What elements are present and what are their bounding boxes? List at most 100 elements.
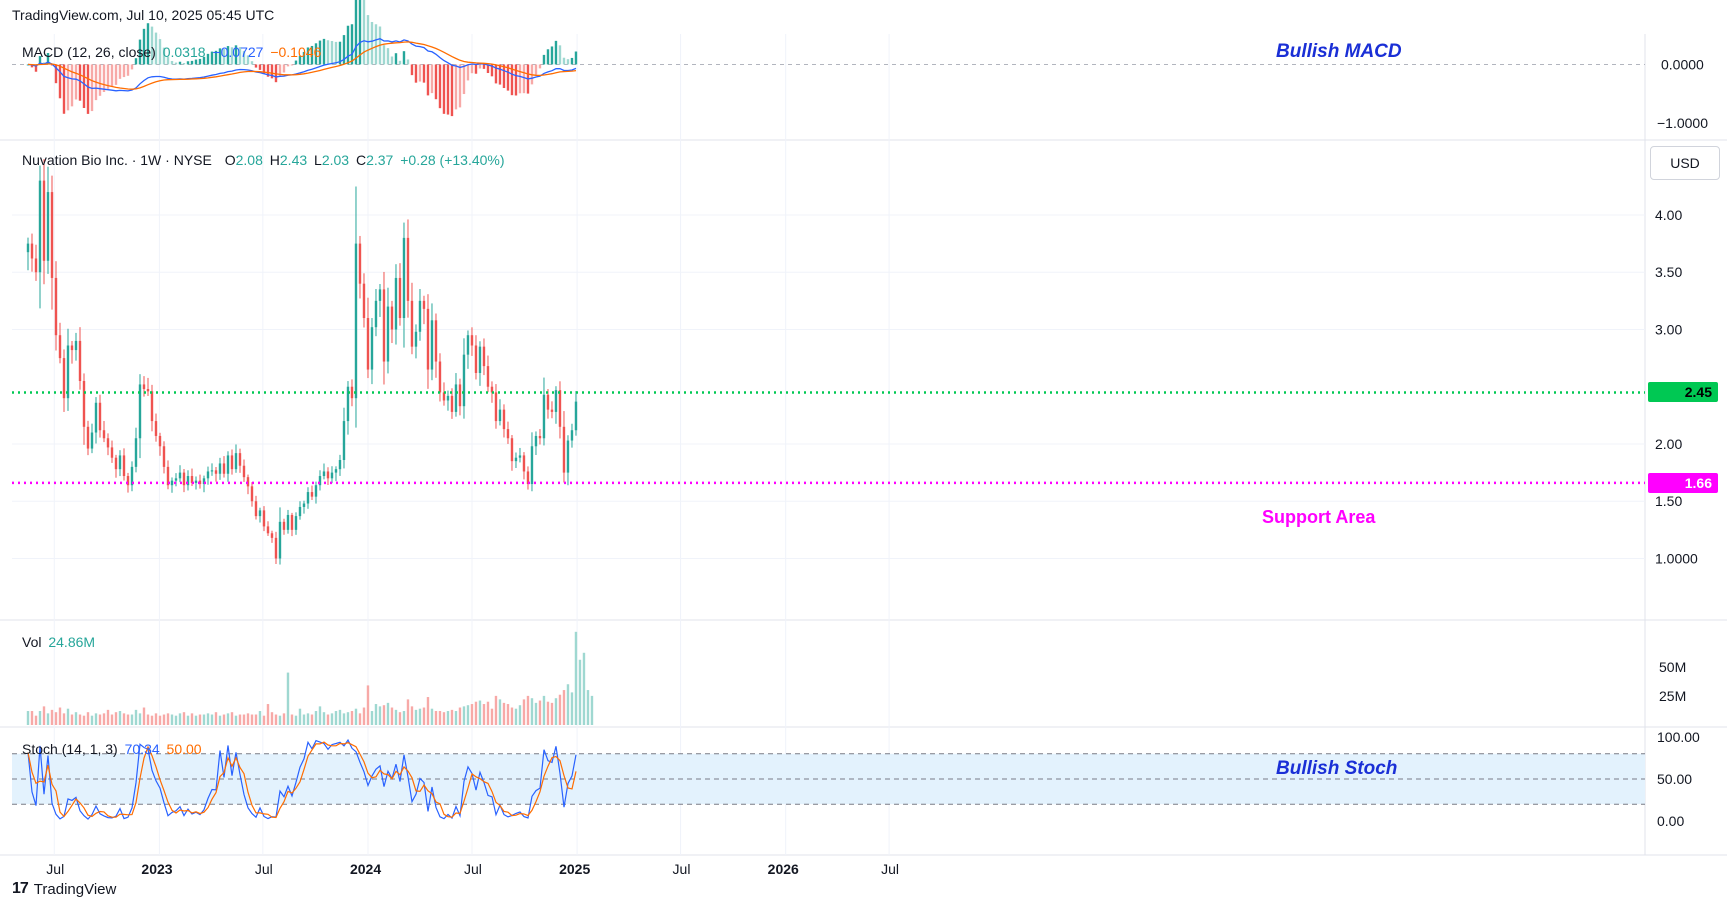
candle-body [306, 492, 310, 504]
volume-bar [86, 712, 90, 725]
candle-body [162, 446, 166, 467]
macd-histogram-bar [38, 56, 42, 65]
candle-body [118, 455, 122, 470]
macd-histogram-bar [150, 26, 154, 65]
candle-body [354, 243, 358, 399]
macd-histogram-bar [270, 64, 274, 79]
price-tick-label: 1.50 [1655, 493, 1682, 509]
candle-body [446, 395, 450, 401]
tradingview-logo[interactable]: 17 TradingView [12, 880, 116, 898]
volume-legend: Vol 24.86M [22, 634, 98, 650]
candle-body [378, 289, 382, 301]
macd-histogram-bar [250, 61, 254, 65]
volume-bar [330, 713, 334, 725]
volume-bar [274, 714, 278, 725]
candle-body [122, 455, 126, 477]
candle-body [382, 289, 386, 362]
candle-body [398, 277, 402, 319]
macd-histogram-bar [230, 47, 234, 65]
volume-bar [426, 697, 430, 725]
volume-bar [94, 713, 98, 725]
ohlc-open-key: O [224, 152, 236, 168]
candle-body [314, 485, 318, 497]
volume-tick-label: 25M [1659, 688, 1686, 704]
volume-bar [158, 715, 162, 725]
price-tick-label: 4.00 [1655, 207, 1682, 223]
time-axis-label: 2026 [768, 861, 799, 877]
macd-histogram-bar [262, 64, 266, 74]
macd-histogram-bar [174, 62, 178, 65]
macd-histogram-bar [358, 0, 362, 65]
currency-button[interactable]: USD [1650, 146, 1720, 180]
candle-body [518, 455, 522, 458]
volume-bar [382, 705, 386, 725]
candle-body [338, 460, 342, 470]
ohlc-close-key: C [355, 152, 367, 168]
volume-bar [578, 659, 582, 725]
candle-body [458, 384, 462, 407]
candle-body [78, 340, 82, 381]
macd-histogram-bar [442, 64, 446, 114]
macd-histogram-bar [326, 40, 330, 65]
macd-histogram-bar [34, 64, 38, 72]
volume-bar [474, 701, 478, 725]
candle-body [302, 503, 306, 507]
macd-histogram-bar [362, 0, 366, 65]
macd-histogram-bar [178, 61, 182, 65]
macd-histogram-bar [522, 64, 526, 94]
candle-body [182, 472, 186, 486]
macd-histogram-bar [394, 53, 398, 65]
candle-body [210, 470, 214, 472]
macd-histogram-bar [54, 64, 58, 84]
macd-line-value: −0.0727 [212, 44, 264, 60]
volume-bar [62, 713, 66, 725]
volume-tick-label: 50M [1659, 659, 1686, 675]
macd-histogram-bar [462, 64, 466, 95]
volume-bar [434, 711, 438, 725]
candle-body [170, 480, 174, 486]
candle-body [266, 526, 270, 534]
candle-body [86, 426, 90, 449]
volume-bar [174, 715, 178, 725]
candle-body [534, 435, 538, 447]
volume-bar [98, 714, 102, 725]
candle-body [158, 435, 162, 447]
volume-bar [530, 698, 534, 725]
candle-body [218, 463, 222, 474]
volume-bar [366, 685, 370, 725]
candle-body [250, 486, 254, 502]
ohlc-high: 2.43 [279, 152, 308, 168]
candle-body [166, 466, 170, 486]
candle-body [258, 510, 262, 517]
macd-histogram-bar [302, 51, 306, 65]
volume-bar [74, 712, 78, 725]
macd-histogram-bar [162, 47, 166, 65]
macd-histogram-bar [70, 64, 74, 107]
volume-bar [354, 708, 358, 725]
volume-bar [490, 708, 494, 725]
time-axis-label: Jul [46, 861, 64, 877]
macd-histogram-bar [290, 64, 294, 66]
candle-body [54, 277, 58, 336]
candle-body [546, 394, 550, 410]
macd-histogram-bar [198, 58, 202, 65]
volume-bar [346, 712, 350, 725]
volume-bar [114, 712, 118, 725]
macd-histogram-bar [490, 64, 494, 77]
macd-histogram-bar [158, 39, 162, 65]
volume-bar [310, 714, 314, 725]
macd-histogram-bar [294, 60, 298, 65]
macd-histogram-bar [346, 25, 350, 65]
volume-bar [386, 702, 390, 725]
volume-bar [442, 712, 446, 725]
volume-bar [574, 631, 578, 725]
macd-histogram-bar [486, 64, 490, 74]
candle-body [462, 354, 466, 407]
candle-body [242, 465, 246, 478]
candle-body [318, 476, 322, 486]
candle-body [430, 320, 434, 370]
macd-histogram-bar [514, 64, 518, 96]
volume-bar [34, 715, 38, 725]
symbol-title: Nuvation Bio Inc. · 1W · NYSE [22, 152, 212, 168]
